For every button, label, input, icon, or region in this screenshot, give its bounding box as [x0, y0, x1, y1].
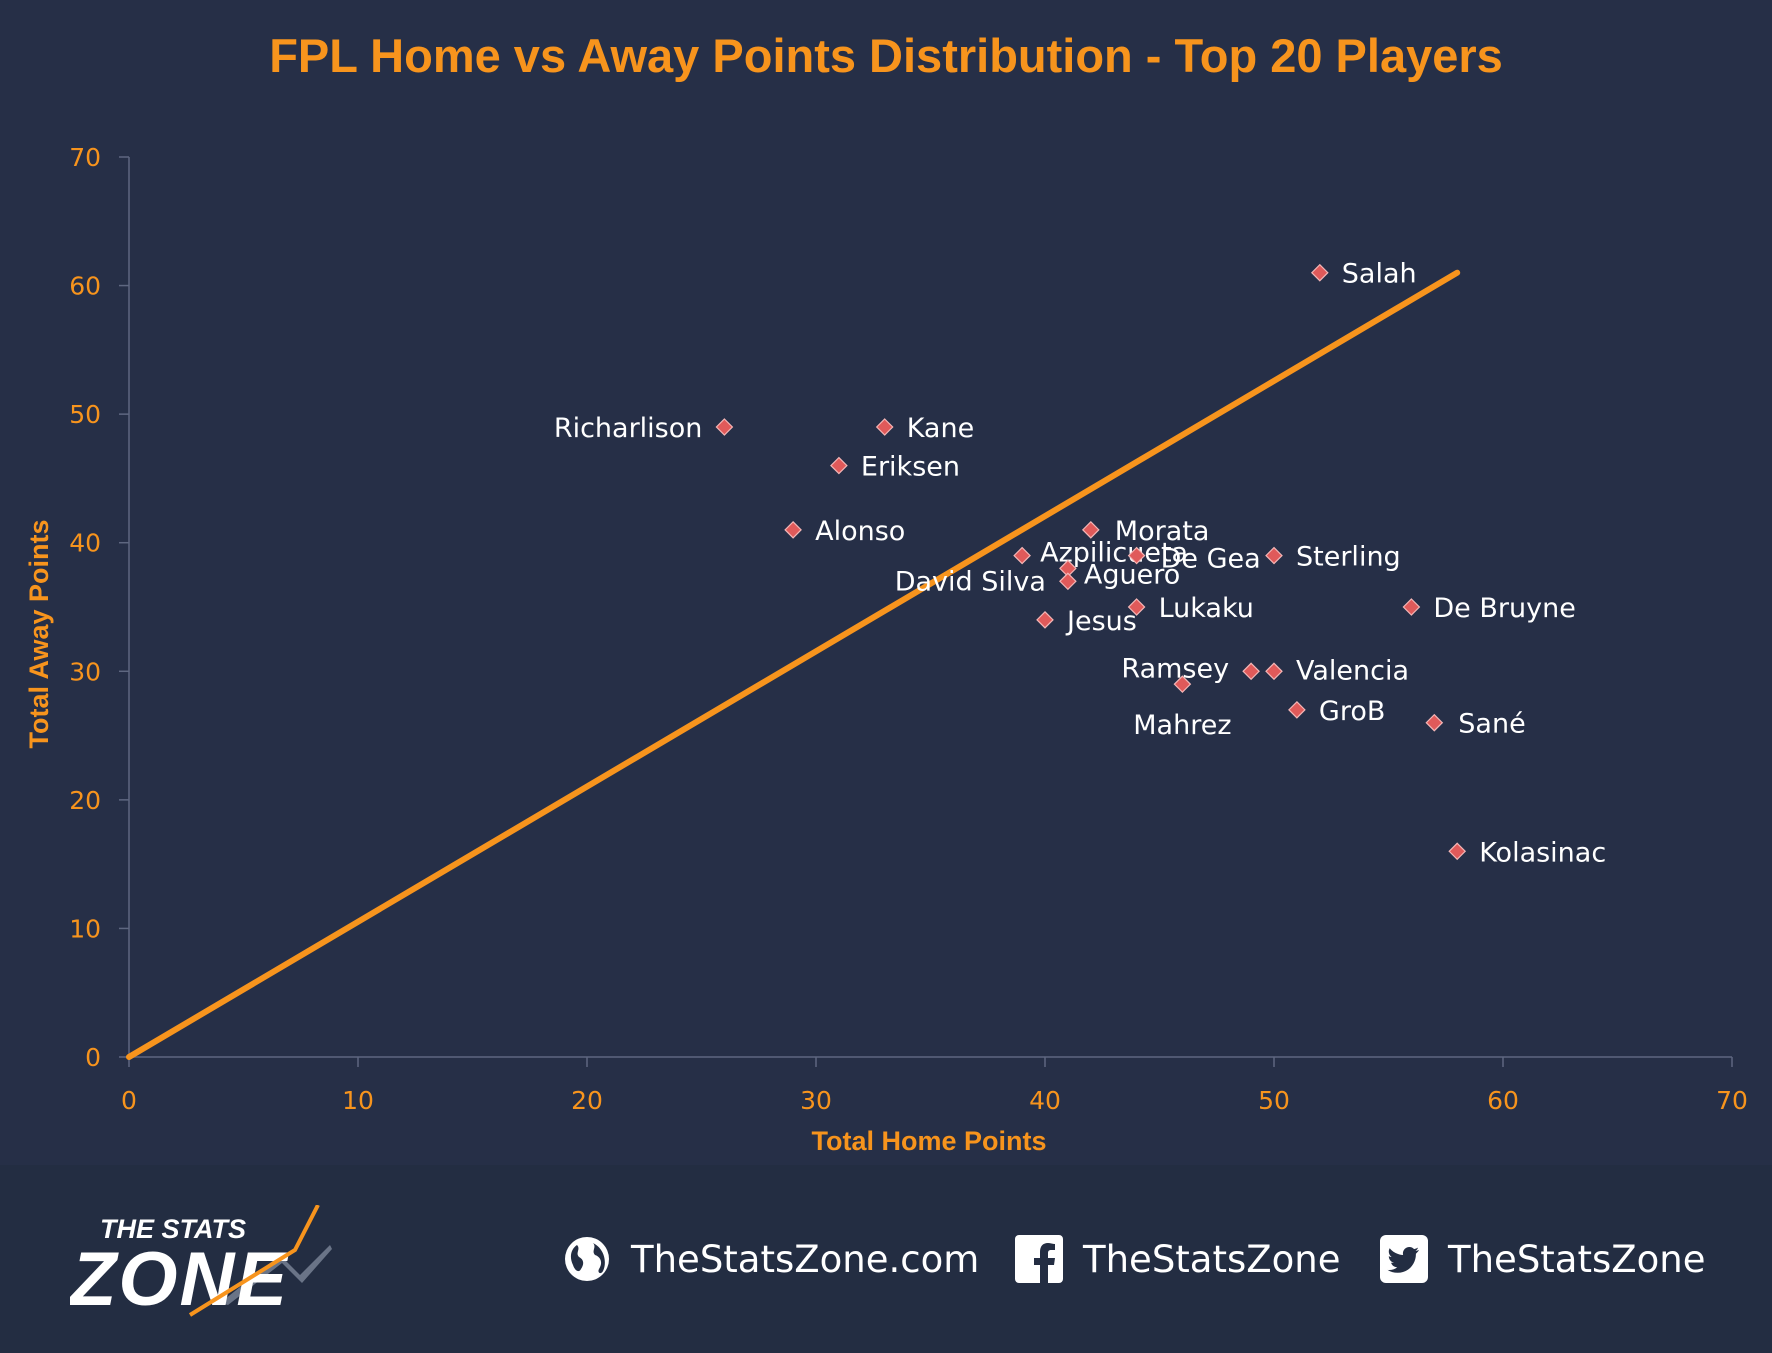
data-point[interactable]	[1013, 546, 1031, 565]
data-point[interactable]	[1288, 701, 1306, 719]
x-axis-label: Total Home Points	[811, 1126, 1046, 1156]
point-label: Valencia	[1296, 655, 1409, 686]
point-label: Aguero	[1084, 559, 1180, 590]
data-point[interactable]	[1448, 842, 1467, 861]
chart-area: FPL Home vs Away Points Distribution - T…	[24, 29, 1748, 1156]
twitter-icon	[1380, 1235, 1428, 1283]
y-tick-label: 10	[69, 914, 101, 943]
trendline-group	[126, 269, 1461, 1060]
data-point[interactable]	[1265, 546, 1283, 565]
website-label: TheStatsZone.com	[631, 1237, 980, 1281]
x-tick-label: 30	[800, 1086, 832, 1115]
point-label: Jesus	[1065, 606, 1137, 637]
point-label: Kolasinac	[1479, 837, 1606, 868]
scatter-chart: FPL Home vs Away Points Distribution - T…	[24, 29, 1748, 1156]
twitter-link[interactable]: TheStatsZone	[1380, 1165, 1705, 1353]
point-label: David Silva	[895, 566, 1046, 597]
data-point[interactable]	[784, 521, 802, 539]
data-point[interactable]	[1310, 263, 1329, 282]
points-group: Salah Richarlison Kane Eriksen Alonso Morata A…	[554, 259, 1606, 869]
facebook-label: TheStatsZone	[1083, 1237, 1341, 1281]
data-point[interactable]	[715, 418, 734, 436]
y-tick-label: 0	[85, 1043, 101, 1072]
brand-bottom-text: ZONE	[70, 1237, 289, 1322]
data-point[interactable]	[875, 418, 894, 436]
point-label: GroB	[1319, 696, 1385, 727]
point-label: De Gea	[1161, 544, 1261, 575]
x-tick-label: 60	[1487, 1086, 1519, 1115]
data-point[interactable]	[1242, 662, 1260, 681]
twitter-label: TheStatsZone	[1448, 1237, 1706, 1281]
y-tick-label: 30	[69, 657, 101, 686]
data-point[interactable]	[1402, 598, 1421, 616]
facebook-icon	[1015, 1235, 1063, 1283]
point-label: Morata	[1115, 516, 1210, 547]
stats-zone-logo-icon: THE STATS ZONE	[68, 1204, 332, 1322]
data-point[interactable]	[830, 456, 848, 475]
brand-logo: THE STATS ZONE	[68, 1204, 380, 1325]
chart-title: FPL Home vs Away Points Distribution - T…	[269, 29, 1503, 82]
data-point[interactable]	[1265, 662, 1283, 681]
point-label: Salah	[1342, 259, 1417, 290]
data-point[interactable]	[1425, 713, 1444, 732]
website-link[interactable]: TheStatsZone.com	[563, 1165, 979, 1353]
x-tick-label: 70	[1716, 1086, 1748, 1115]
data-point[interactable]	[1127, 546, 1146, 565]
data-point[interactable]	[1081, 521, 1100, 539]
x-tick-label: 50	[1258, 1086, 1290, 1115]
brand-top-text: THE STATS	[100, 1214, 246, 1244]
data-point[interactable]	[1036, 611, 1054, 629]
globe-icon	[565, 1237, 609, 1281]
data-point[interactable]	[1127, 598, 1146, 616]
point-label: Sterling	[1296, 542, 1401, 573]
x-tick-label: 20	[571, 1086, 603, 1115]
point-label: Mahrez	[1133, 710, 1231, 741]
footer: THE STATS ZONE TheStatsZone.com TheStats…	[0, 1165, 1772, 1353]
y-tick-label: 50	[69, 400, 101, 429]
point-label: Sané	[1458, 709, 1525, 740]
point-label: Ramsey	[1121, 653, 1229, 684]
y-tick-label: 40	[69, 529, 101, 558]
point-label: Kane	[907, 413, 975, 444]
y-tick-label: 70	[69, 143, 101, 172]
point-label: Eriksen	[861, 452, 960, 483]
y-axis-label: Total Away Points	[24, 519, 54, 748]
point-label: Richarlison	[554, 413, 703, 444]
x-tick-label: 0	[121, 1086, 137, 1115]
trendline	[126, 269, 1461, 1060]
point-label: Alonso	[815, 516, 905, 547]
x-tick-label: 10	[342, 1086, 374, 1115]
axes: 0 10 20 30 40 50 60 70 0 10 20 30 40 50 60 70	[69, 143, 1748, 1115]
point-label: De Bruyne	[1433, 593, 1575, 624]
x-tick-label: 40	[1029, 1086, 1061, 1115]
y-tick-label: 20	[69, 786, 101, 815]
facebook-link[interactable]: TheStatsZone	[1015, 1165, 1340, 1353]
y-tick-label: 60	[69, 272, 101, 301]
point-label: Lukaku	[1159, 593, 1254, 624]
data-point[interactable]	[1059, 572, 1077, 591]
data-point[interactable]	[1173, 675, 1192, 693]
